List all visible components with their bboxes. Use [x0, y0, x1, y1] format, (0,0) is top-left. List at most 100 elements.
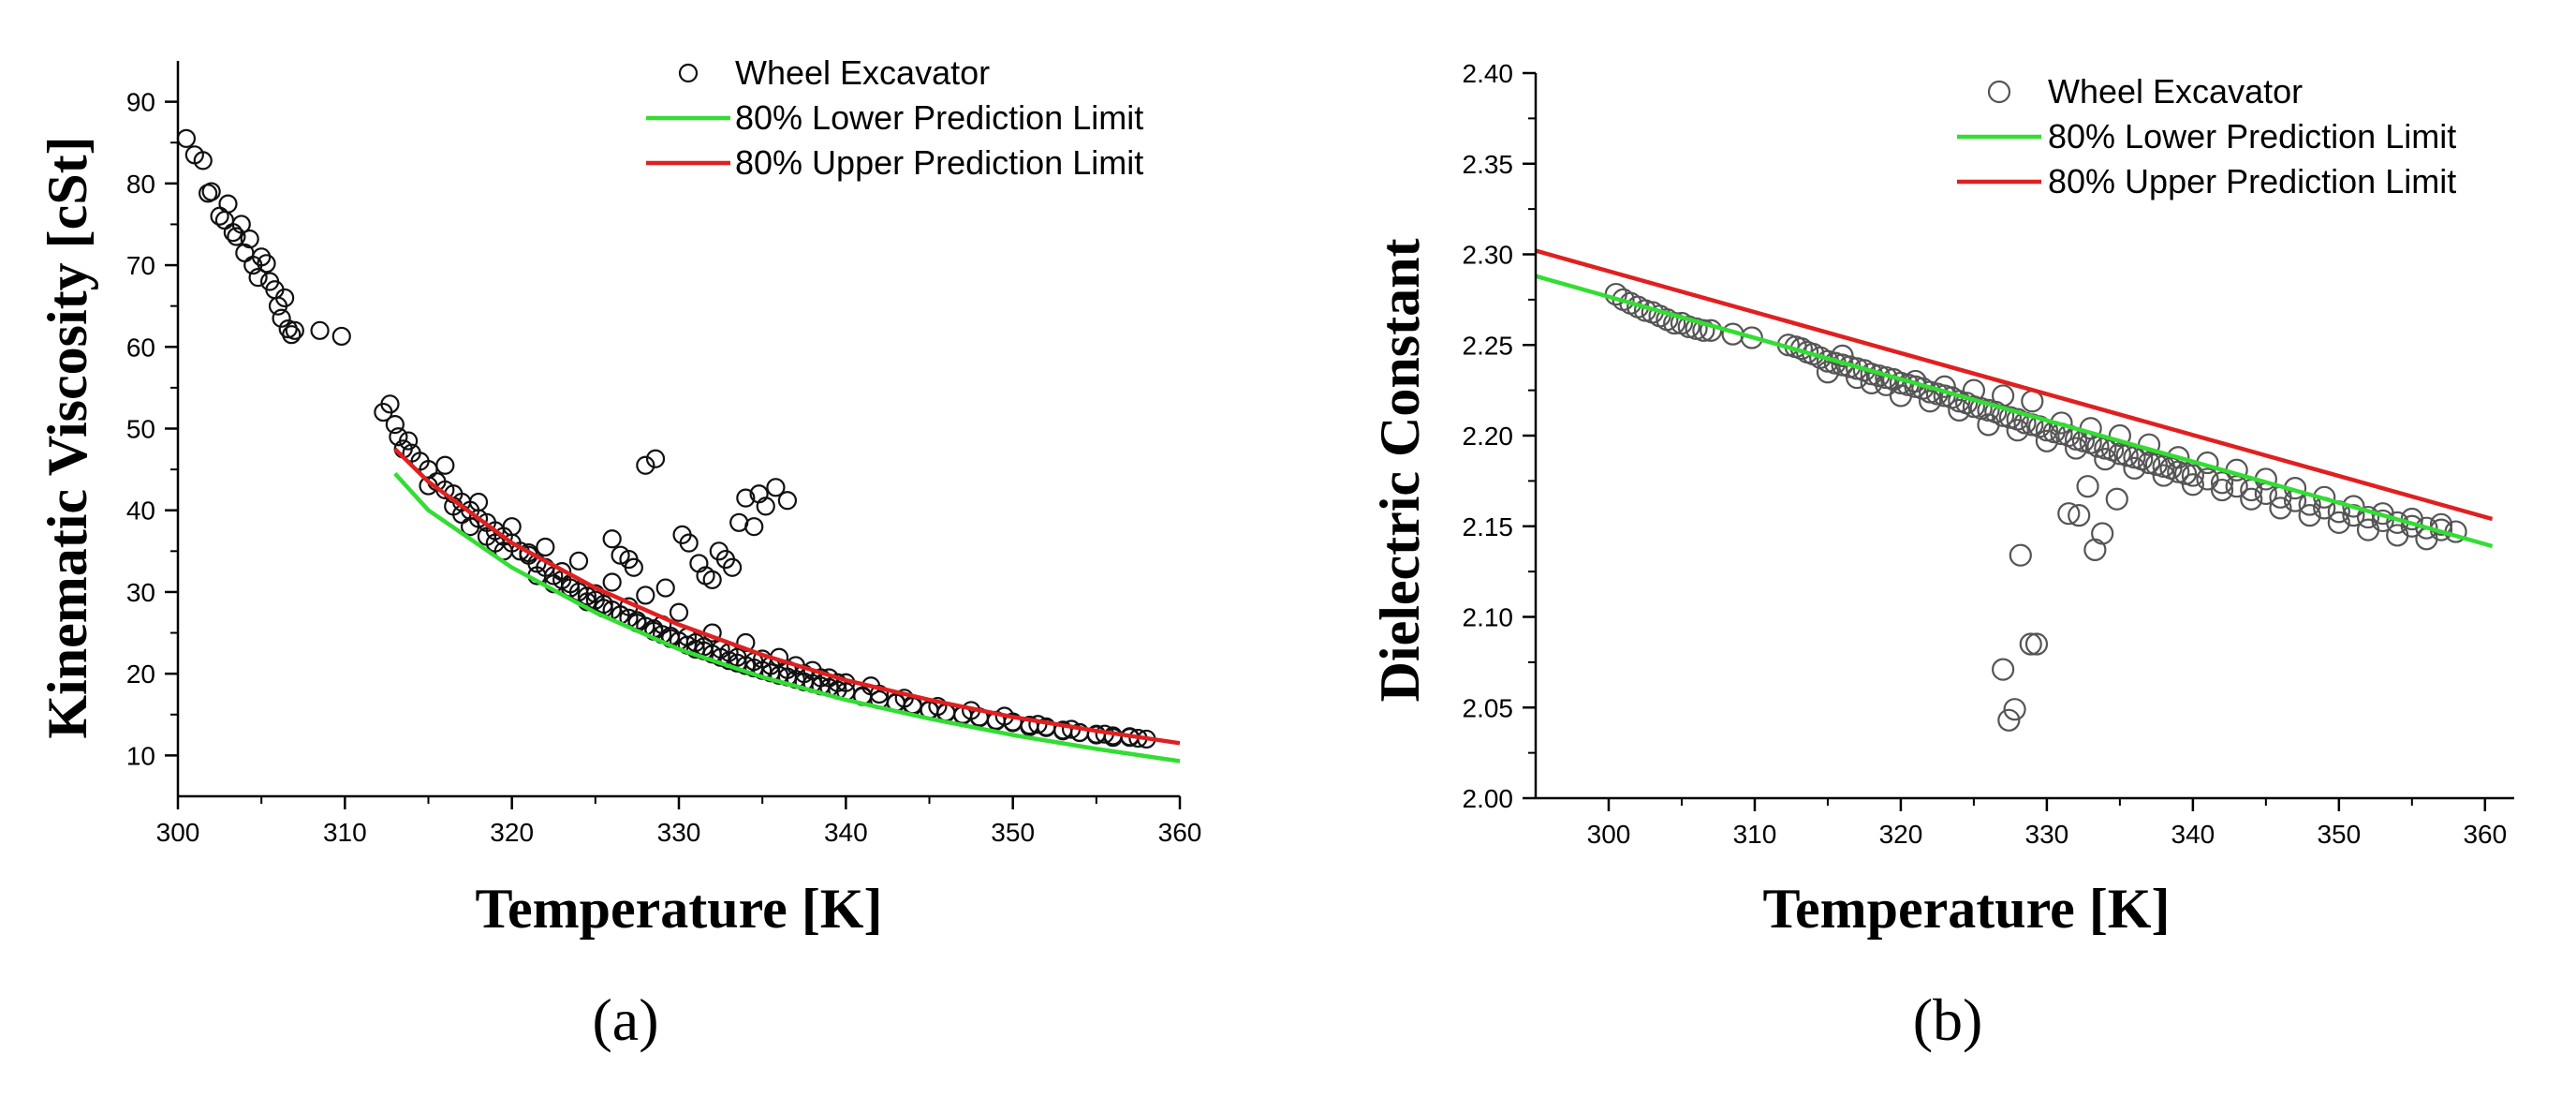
chart-b-data-point [2181, 473, 2204, 497]
chart-a-legend-label: 80% Upper Prediction Limit [735, 143, 1143, 182]
chart-a-data-point [1069, 722, 1090, 743]
chart-b-data-point [2327, 511, 2350, 534]
chart-a-x-axis-title: Temperature [K] [476, 878, 883, 940]
chart-a-upper-limit-line [393, 447, 1181, 746]
chart-a-legend-label: 80% Lower Prediction Limit [735, 98, 1143, 137]
chart-b-data-point [1816, 361, 1840, 384]
chart-b-panel-label: (b) [1913, 986, 1983, 1053]
chart-b-data-point [2269, 497, 2292, 520]
chart-a-data-point [477, 526, 497, 546]
chart-b-data-point [1997, 708, 2021, 732]
chart-a-data-point [210, 206, 229, 226]
chart-b-data-point [2196, 467, 2219, 491]
chart-b-data-point [2181, 464, 2204, 487]
chart-b-data-point [2210, 478, 2234, 502]
chart-b-y-tick-label: 2.25 [1463, 331, 1514, 360]
chart-a-data-point [385, 415, 405, 435]
chart-a-legend-label: Wheel Excavator [735, 53, 990, 92]
chart-a-data-point [894, 689, 914, 708]
chart-a-data-point [828, 673, 847, 692]
chart-a-data-point [331, 326, 351, 347]
chart-a-data-point [201, 182, 221, 201]
chart-b-y-tick-label: 2.30 [1463, 241, 1514, 270]
chart-a-x-tick-label: 310 [323, 818, 367, 847]
chart-b-data-point [2298, 504, 2321, 527]
chart-a-data-point [435, 455, 455, 475]
chart-a-y-tick-label: 70 [126, 251, 155, 280]
chart-b-data-point [1977, 413, 2000, 437]
chart-a-legend-marker-points [678, 63, 699, 83]
chart-b-data-point [1740, 326, 1763, 349]
chart-b-data-point [2356, 518, 2380, 541]
chart-a-data-point [468, 492, 489, 512]
chart-b-x-tick-label: 350 [2317, 820, 2361, 849]
chart-b-x-tick-label: 340 [2171, 820, 2215, 849]
chart-b-data-point [1992, 384, 2015, 408]
chart-b-data-point [2108, 423, 2131, 448]
chart-a-x-tick-label: 300 [156, 818, 200, 847]
chart-b-data-point [2123, 456, 2146, 480]
chart-a-data-point [602, 572, 622, 592]
chart-b-data-point [2068, 504, 2091, 527]
chart-a-data-point [275, 288, 295, 308]
chart-a-data-point [602, 529, 622, 549]
chart-b-legend-label: 80% Lower Prediction Limit [2048, 117, 2456, 156]
chart-b-data-point [1831, 344, 1854, 367]
chart-a-data-point [231, 215, 251, 234]
chart-a-data-point [777, 491, 798, 511]
chart-a-data-point [568, 551, 589, 571]
chart-b-data-point [2006, 419, 2029, 442]
chart-a-x-tick-label: 320 [490, 818, 534, 847]
chart-b-data-point [2342, 495, 2365, 518]
chart-a-y-tick-label: 20 [126, 660, 155, 689]
chart-a-data-point [240, 230, 259, 249]
chart-b-data-point [2024, 632, 2049, 656]
chart-b-data-point [2094, 448, 2117, 471]
chart-b-data-point [2167, 446, 2190, 469]
chart-b-data-point [2386, 524, 2409, 547]
chart-b-data-point [1889, 384, 1913, 408]
chart-b-data-point [2083, 538, 2107, 562]
chart-b-data-point [2210, 471, 2234, 495]
chart-a-data-point [811, 668, 831, 688]
chart-a-data-point [502, 517, 522, 537]
chart-a-data-point [744, 517, 764, 537]
chart-b-x-tick-label: 320 [1879, 820, 1923, 849]
chart-a-data-point [252, 247, 272, 267]
chart-a-lower-limit-line [393, 471, 1181, 763]
chart-a-data-point [257, 254, 276, 274]
chart-b-upper-limit-line [1535, 248, 2494, 522]
chart-a-data-point [669, 602, 689, 622]
chart-a-data-point [1037, 717, 1056, 736]
chart-b-data-point [2057, 502, 2081, 526]
chart-a-x-tick-label: 340 [824, 818, 868, 847]
chart-b-lower-limit-line [1535, 274, 2494, 549]
chart-b-y-tick-label: 2.00 [1463, 784, 1514, 813]
chart-b-x-axis-title: Temperature [K] [1763, 878, 2171, 940]
chart-a-data-point [679, 533, 699, 553]
chart-b-data-point [2240, 487, 2263, 511]
chart-b-x-tick-label: 360 [2463, 820, 2507, 849]
chart-a-y-tick-label: 50 [126, 415, 155, 444]
chart-a-legend: Wheel Excavator 80% Lower Prediction Limi… [646, 53, 1143, 182]
chart-b-legend-label: Wheel Excavator [2048, 72, 2303, 111]
chart-a-data-point [624, 557, 643, 577]
chart-a-y-tick-label: 60 [126, 333, 155, 362]
chart-a-data-point [560, 578, 581, 598]
chart-b-data-point [2115, 444, 2139, 467]
chart-b-data-point [2009, 543, 2032, 567]
chart-b-y-tick-label: 2.05 [1463, 693, 1514, 722]
chart-a-data-point [399, 431, 419, 451]
chart-b-x-tick-label: 300 [1587, 820, 1631, 849]
chart-b-legend-marker-points [1987, 80, 2011, 104]
chart-a-data-point [282, 325, 302, 345]
chart-a-data-point [645, 449, 666, 468]
chart-b-y-axis-title: Dielectric Constant [1369, 239, 1431, 703]
chart-a-y-tick-label: 40 [126, 497, 155, 526]
chart-b-data-point [2019, 632, 2042, 656]
chart-b-x-tick-label: 310 [1733, 820, 1777, 849]
chart-b-data-point [2003, 698, 2026, 721]
chart-b-data-point [2429, 512, 2453, 536]
chart-a-y-tick-label: 10 [126, 741, 155, 770]
